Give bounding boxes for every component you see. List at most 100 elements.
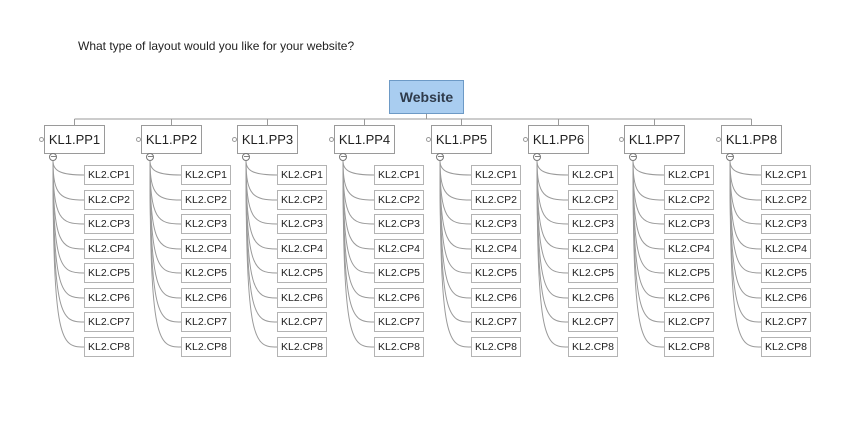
child-node-2-2[interactable]: KL2.CP2 xyxy=(181,190,231,210)
child-node-4-7[interactable]: KL2.CP7 xyxy=(374,312,424,332)
node-handle-icon[interactable] xyxy=(329,137,334,142)
child-node-5-8[interactable]: KL2.CP8 xyxy=(471,337,521,357)
collapse-toggle-icon[interactable]: − xyxy=(146,152,154,161)
child-node-1-2[interactable]: KL2.CP2 xyxy=(84,190,134,210)
child-connector xyxy=(536,160,569,176)
child-node-5-2[interactable]: KL2.CP2 xyxy=(471,190,521,210)
child-node-6-6[interactable]: KL2.CP6 xyxy=(568,288,618,308)
child-connector xyxy=(245,160,278,348)
child-node-1-8[interactable]: KL2.CP8 xyxy=(84,337,134,357)
child-node-1-4[interactable]: KL2.CP4 xyxy=(84,239,134,259)
child-node-2-8[interactable]: KL2.CP8 xyxy=(181,337,231,357)
node-handle-icon[interactable] xyxy=(136,137,141,142)
child-connector xyxy=(729,160,762,348)
child-node-4-4[interactable]: KL2.CP4 xyxy=(374,239,424,259)
child-node-1-5[interactable]: KL2.CP5 xyxy=(84,263,134,283)
node-handle-icon[interactable] xyxy=(39,137,44,142)
child-node-4-6[interactable]: KL2.CP6 xyxy=(374,288,424,308)
child-node-4-8[interactable]: KL2.CP8 xyxy=(374,337,424,357)
collapse-toggle-icon[interactable]: − xyxy=(726,152,734,161)
parent-node-1[interactable]: KL1.PP1 xyxy=(44,125,105,154)
child-node-7-7[interactable]: KL2.CP7 xyxy=(664,312,714,332)
child-node-7-6[interactable]: KL2.CP6 xyxy=(664,288,714,308)
node-handle-icon[interactable] xyxy=(232,137,237,142)
collapse-toggle-icon[interactable]: − xyxy=(49,152,57,161)
child-node-5-7[interactable]: KL2.CP7 xyxy=(471,312,521,332)
node-handle-icon[interactable] xyxy=(716,137,721,142)
parent-node-7[interactable]: KL1.PP7 xyxy=(624,125,685,154)
parent-node-6[interactable]: KL1.PP6 xyxy=(528,125,589,154)
node-handle-icon[interactable] xyxy=(523,137,528,142)
child-node-5-1[interactable]: KL2.CP1 xyxy=(471,165,521,185)
parent-node-3[interactable]: KL1.PP3 xyxy=(237,125,298,154)
child-node-6-3[interactable]: KL2.CP3 xyxy=(568,214,618,234)
child-node-8-7[interactable]: KL2.CP7 xyxy=(761,312,811,332)
parent-node-2[interactable]: KL1.PP2 xyxy=(141,125,202,154)
child-node-7-4[interactable]: KL2.CP4 xyxy=(664,239,714,259)
child-node-6-5[interactable]: KL2.CP5 xyxy=(568,263,618,283)
child-node-4-5[interactable]: KL2.CP5 xyxy=(374,263,424,283)
child-node-2-3[interactable]: KL2.CP3 xyxy=(181,214,231,234)
child-node-5-3[interactable]: KL2.CP3 xyxy=(471,214,521,234)
child-node-8-2[interactable]: KL2.CP2 xyxy=(761,190,811,210)
child-node-4-3[interactable]: KL2.CP3 xyxy=(374,214,424,234)
child-node-8-8[interactable]: KL2.CP8 xyxy=(761,337,811,357)
child-node-1-7[interactable]: KL2.CP7 xyxy=(84,312,134,332)
child-node-6-7[interactable]: KL2.CP7 xyxy=(568,312,618,332)
child-connector xyxy=(52,160,85,201)
child-node-3-2[interactable]: KL2.CP2 xyxy=(277,190,327,210)
child-node-8-3[interactable]: KL2.CP3 xyxy=(761,214,811,234)
child-node-6-1[interactable]: KL2.CP1 xyxy=(568,165,618,185)
collapse-toggle-icon[interactable]: − xyxy=(629,152,637,161)
child-node-8-5[interactable]: KL2.CP5 xyxy=(761,263,811,283)
child-node-3-3[interactable]: KL2.CP3 xyxy=(277,214,327,234)
collapse-toggle-icon[interactable]: − xyxy=(242,152,250,161)
parent-node-8[interactable]: KL1.PP8 xyxy=(721,125,782,154)
child-node-3-4[interactable]: KL2.CP4 xyxy=(277,239,327,259)
child-node-4-1[interactable]: KL2.CP1 xyxy=(374,165,424,185)
child-node-5-5[interactable]: KL2.CP5 xyxy=(471,263,521,283)
node-handle-icon[interactable] xyxy=(426,137,431,142)
child-connector xyxy=(632,160,665,176)
child-node-5-6[interactable]: KL2.CP6 xyxy=(471,288,521,308)
child-node-5-4[interactable]: KL2.CP4 xyxy=(471,239,521,259)
child-node-2-7[interactable]: KL2.CP7 xyxy=(181,312,231,332)
child-node-7-3[interactable]: KL2.CP3 xyxy=(664,214,714,234)
child-node-1-1[interactable]: KL2.CP1 xyxy=(84,165,134,185)
child-node-7-1[interactable]: KL2.CP1 xyxy=(664,165,714,185)
child-node-7-5[interactable]: KL2.CP5 xyxy=(664,263,714,283)
parent-node-4[interactable]: KL1.PP4 xyxy=(334,125,395,154)
child-connector xyxy=(729,160,762,274)
child-node-3-7[interactable]: KL2.CP7 xyxy=(277,312,327,332)
child-node-2-6[interactable]: KL2.CP6 xyxy=(181,288,231,308)
child-node-1-3[interactable]: KL2.CP3 xyxy=(84,214,134,234)
child-node-7-2[interactable]: KL2.CP2 xyxy=(664,190,714,210)
child-node-6-4[interactable]: KL2.CP4 xyxy=(568,239,618,259)
child-node-7-8[interactable]: KL2.CP8 xyxy=(664,337,714,357)
child-connector xyxy=(149,160,182,348)
node-handle-icon[interactable] xyxy=(619,137,624,142)
child-node-2-5[interactable]: KL2.CP5 xyxy=(181,263,231,283)
child-node-3-6[interactable]: KL2.CP6 xyxy=(277,288,327,308)
child-node-8-4[interactable]: KL2.CP4 xyxy=(761,239,811,259)
child-connector xyxy=(342,160,375,274)
child-node-3-5[interactable]: KL2.CP5 xyxy=(277,263,327,283)
child-node-1-6[interactable]: KL2.CP6 xyxy=(84,288,134,308)
child-node-8-6[interactable]: KL2.CP6 xyxy=(761,288,811,308)
child-node-3-1[interactable]: KL2.CP1 xyxy=(277,165,327,185)
child-node-2-1[interactable]: KL2.CP1 xyxy=(181,165,231,185)
child-node-2-4[interactable]: KL2.CP4 xyxy=(181,239,231,259)
parent-node-5[interactable]: KL1.PP5 xyxy=(431,125,492,154)
root-node-website[interactable]: Website xyxy=(389,80,464,114)
child-node-6-2[interactable]: KL2.CP2 xyxy=(568,190,618,210)
collapse-toggle-icon[interactable]: − xyxy=(339,152,347,161)
child-node-4-2[interactable]: KL2.CP2 xyxy=(374,190,424,210)
child-connector xyxy=(52,160,85,176)
child-node-3-8[interactable]: KL2.CP8 xyxy=(277,337,327,357)
child-node-8-1[interactable]: KL2.CP1 xyxy=(761,165,811,185)
child-connector xyxy=(439,160,472,348)
child-connector xyxy=(632,160,665,274)
collapse-toggle-icon[interactable]: − xyxy=(533,152,541,161)
collapse-toggle-icon[interactable]: − xyxy=(436,152,444,161)
child-node-6-8[interactable]: KL2.CP8 xyxy=(568,337,618,357)
